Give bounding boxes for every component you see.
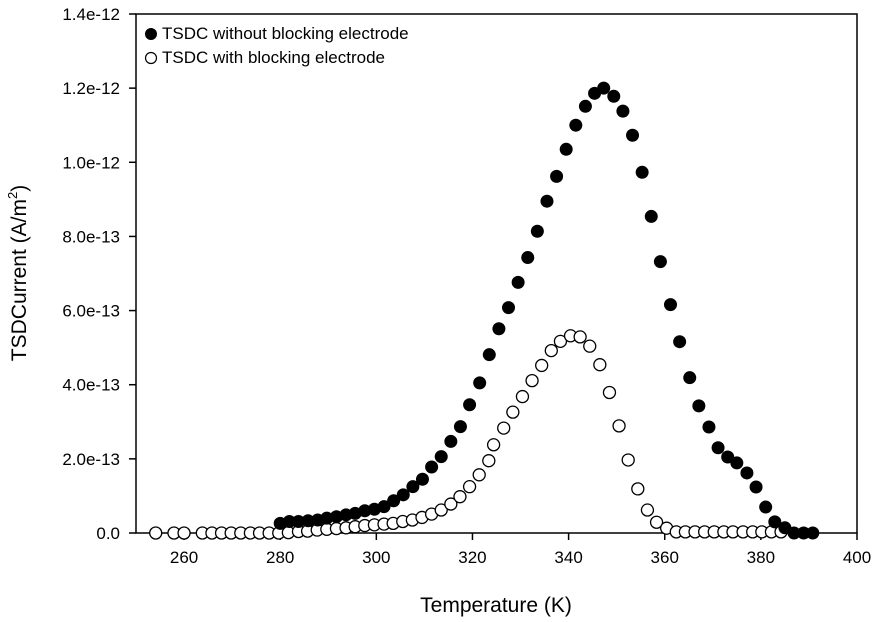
y-tick-label: 1.4e-12 <box>62 5 120 24</box>
data-point-without-blocking <box>559 142 573 156</box>
data-point-with-blocking <box>472 468 486 482</box>
x-tick-label: 320 <box>458 548 486 567</box>
data-point-without-blocking <box>550 169 564 183</box>
data-point-without-blocking <box>569 118 583 132</box>
y-tick-label: 1.0e-12 <box>62 153 120 172</box>
data-point-without-blocking <box>329 510 343 524</box>
data-point-with-blocking <box>612 419 626 433</box>
x-tick-label: 340 <box>554 548 582 567</box>
data-point-without-blocking <box>597 81 611 95</box>
data-point-with-blocking <box>434 503 448 517</box>
data-point-with-blocking <box>621 453 635 467</box>
y-tick-label: 0.0 <box>96 524 120 543</box>
data-point-without-blocking <box>692 399 706 413</box>
data-point-with-blocking <box>649 515 664 529</box>
data-point-with-blocking <box>453 490 467 504</box>
data-point-without-blocking <box>797 526 811 540</box>
data-point-with-blocking <box>544 343 558 358</box>
data-point-without-blocking <box>626 128 640 142</box>
data-point-without-blocking <box>320 511 334 525</box>
data-point-without-blocking <box>282 515 296 529</box>
data-point-without-blocking <box>616 104 630 118</box>
x-tick-label: 300 <box>362 548 390 567</box>
x-tick-label: 380 <box>747 548 775 567</box>
data-point-without-blocking <box>415 472 429 486</box>
data-point-without-blocking <box>425 460 439 474</box>
data-point-without-blocking <box>635 165 649 179</box>
data-point-with-blocking <box>444 497 458 511</box>
data-point-with-blocking <box>462 480 477 494</box>
y-tick-label: 6.0e-13 <box>62 302 120 321</box>
data-point-without-blocking <box>730 456 744 470</box>
data-point-with-blocking <box>486 438 501 452</box>
data-point-without-blocking <box>406 480 420 494</box>
data-point-without-blocking <box>540 194 554 208</box>
data-point-without-blocking <box>530 224 544 238</box>
data-point-without-blocking <box>702 420 716 434</box>
data-point-without-blocking <box>521 251 535 265</box>
data-point-without-blocking <box>291 515 305 529</box>
data-point-with-blocking <box>525 373 539 388</box>
data-point-without-blocking <box>511 275 525 289</box>
data-point-without-blocking <box>749 480 763 494</box>
data-point-with-blocking <box>515 389 530 404</box>
y-tick-label: 4.0e-13 <box>62 376 120 395</box>
data-point-without-blocking <box>768 515 782 529</box>
data-point-without-blocking <box>644 209 658 223</box>
data-point-without-blocking <box>787 526 801 540</box>
data-point-with-blocking <box>553 334 568 348</box>
data-point-with-blocking <box>497 421 511 435</box>
legend: TSDC without blocking electrode TSDC wit… <box>144 24 409 67</box>
legend-marker-open <box>144 51 158 65</box>
legend-label-without-blocking: TSDC without blocking electrode <box>162 24 409 43</box>
x-axis-label: Temperature (K) <box>420 594 572 617</box>
data-point-with-blocking <box>583 339 597 353</box>
x-tick-label: 280 <box>266 548 294 567</box>
data-point-without-blocking <box>711 441 725 455</box>
data-point-with-blocking <box>177 526 191 540</box>
data-point-without-blocking <box>759 500 773 514</box>
data-point-without-blocking <box>482 348 496 362</box>
y-tick-label: 2.0e-13 <box>62 450 120 469</box>
data-point-without-blocking <box>387 494 401 508</box>
data-point-with-blocking <box>573 330 587 344</box>
data-point-without-blocking <box>607 89 621 103</box>
data-point-without-blocking <box>453 420 467 434</box>
data-point-with-blocking <box>506 405 520 419</box>
y-axis-label: TSDCurrent (A/m2) <box>5 185 31 361</box>
data-point-with-blocking <box>535 358 549 373</box>
y-tick-label: 1.2e-12 <box>62 79 120 98</box>
x-tick-label: 360 <box>651 548 679 567</box>
data-point-without-blocking <box>434 450 448 464</box>
data-point-without-blocking <box>740 466 754 480</box>
data-point-without-blocking <box>653 255 667 269</box>
data-point-without-blocking <box>492 322 506 336</box>
data-point-without-blocking <box>683 371 697 385</box>
data-point-without-blocking <box>377 500 391 514</box>
data-point-without-blocking <box>301 514 315 528</box>
data-point-without-blocking <box>578 99 592 113</box>
data-point-without-blocking <box>463 398 477 412</box>
plot-frame <box>135 13 858 534</box>
data-point-with-blocking <box>149 526 163 540</box>
y-tick-label: 8.0e-13 <box>62 227 120 246</box>
x-tick-label: 260 <box>170 548 198 567</box>
data-point-without-blocking <box>444 434 458 448</box>
data-point-without-blocking <box>358 504 372 518</box>
data-point-without-blocking <box>396 488 410 502</box>
data-point-with-blocking <box>602 385 617 400</box>
data-point-with-blocking <box>640 503 655 517</box>
data-point-with-blocking <box>593 358 607 372</box>
data-point-without-blocking <box>673 335 687 349</box>
data-point-without-blocking <box>806 526 820 540</box>
x-tick-label: 400 <box>843 548 871 567</box>
data-point-without-blocking <box>502 301 516 315</box>
data-point-with-blocking <box>631 482 645 496</box>
legend-marker-filled <box>145 28 157 40</box>
data-point-without-blocking <box>664 298 678 312</box>
data-point-without-blocking <box>473 376 487 390</box>
legend-label-with-blocking: TSDC with blocking electrode <box>162 48 385 67</box>
data-point-with-blocking <box>482 454 496 468</box>
